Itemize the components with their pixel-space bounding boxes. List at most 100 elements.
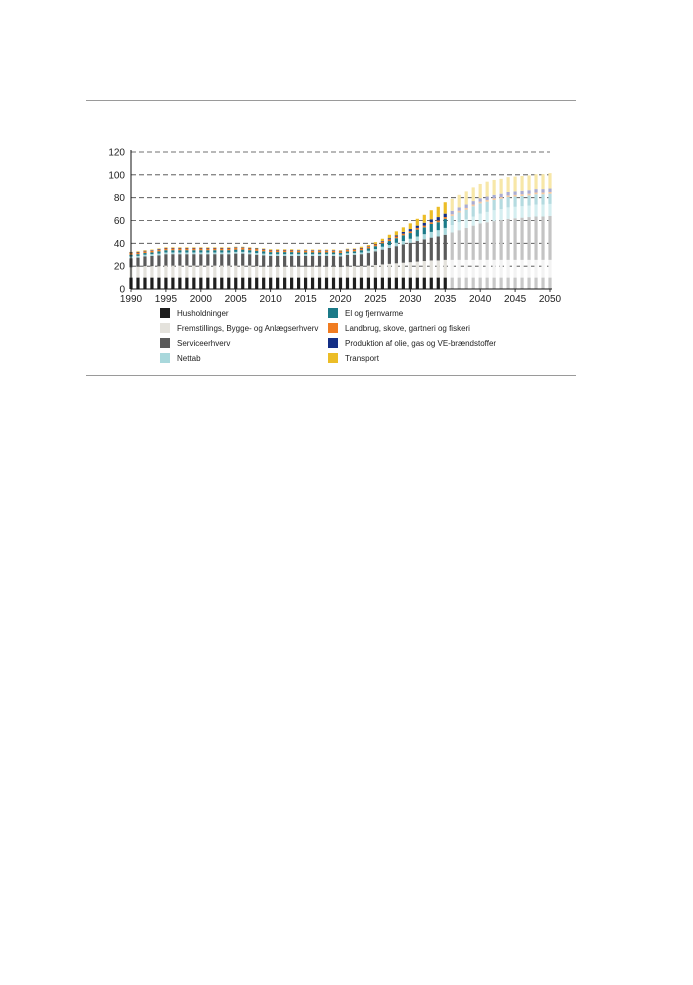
bar-segment (192, 250, 196, 253)
bar-segment (199, 247, 203, 248)
bar-segment (387, 238, 391, 240)
bar-segment (157, 251, 161, 254)
bar-segment (527, 205, 531, 218)
x-tick-label: 1995 (155, 294, 178, 305)
bar-segment (436, 222, 440, 231)
bar-segment (401, 241, 405, 245)
bar-segment (513, 191, 517, 195)
bar-segment (178, 277, 182, 289)
bar-segment (185, 248, 189, 251)
bar-segment (136, 277, 140, 289)
bar-segment (269, 249, 273, 250)
bar-segment (276, 266, 280, 278)
bar-segment (150, 277, 154, 289)
bar-segment (443, 227, 447, 235)
bar-segment (338, 250, 343, 252)
bar-segment (513, 277, 517, 289)
bar-segment (178, 248, 182, 251)
bar-segment (471, 277, 475, 289)
bar-segment (331, 250, 336, 251)
bar-segment (199, 277, 203, 289)
bar-segment (548, 191, 552, 194)
bar-segment (506, 177, 510, 192)
bar-segment (310, 254, 315, 256)
bar-segment (464, 191, 468, 205)
bar-segment (541, 194, 545, 205)
bar-segment (262, 249, 266, 250)
bar-segment (331, 254, 336, 256)
bar-segment (464, 259, 468, 278)
legend-swatch (328, 308, 338, 318)
bar-segment (303, 277, 308, 289)
bar-segment (471, 201, 475, 205)
bar-segment (220, 265, 224, 278)
bar-segment (136, 254, 140, 256)
bar-segment (150, 252, 154, 255)
bar-segment (471, 216, 475, 226)
bar-segment (387, 263, 391, 278)
bar-segment (548, 173, 552, 189)
bar-segment (520, 206, 524, 218)
axes (130, 150, 552, 292)
bar-segment (192, 248, 196, 251)
bar-segment (436, 217, 440, 221)
bar-segment (227, 277, 231, 289)
bar-segment (234, 247, 238, 248)
bar-segment (192, 265, 196, 278)
bar-segment (234, 246, 238, 248)
bar-segment (520, 259, 524, 278)
bar-segment (234, 251, 238, 254)
bar-segment (373, 265, 378, 278)
bar-segment (310, 250, 315, 253)
bar-segment (520, 175, 524, 191)
bar-segment (520, 190, 524, 195)
legend-label: Fremstillings, Bygge- og Anlægserhverv (177, 323, 319, 333)
bar-segment (317, 254, 322, 256)
bar-segment (164, 247, 168, 249)
bar-segment (178, 247, 182, 249)
bar-segment (297, 250, 301, 253)
bar-segment (262, 249, 266, 252)
bar-segment (436, 220, 440, 223)
bar-segment (408, 242, 412, 263)
bar-segment (394, 246, 398, 264)
bar-segment (457, 194, 461, 208)
bar-segment (283, 255, 287, 267)
bar-segment (227, 265, 231, 278)
bar-segment (422, 239, 426, 262)
bar-segment (234, 265, 238, 278)
bar-segment (478, 198, 482, 202)
bar-segment (206, 252, 210, 255)
bar-segment (255, 253, 259, 255)
bar-segment (143, 253, 147, 255)
bar-segment (331, 250, 336, 253)
bar-segment (150, 250, 154, 251)
legend-item: Serviceerhverv (160, 337, 230, 349)
bar-segment (241, 277, 245, 289)
bar-segment (310, 266, 315, 278)
bar-segment (394, 236, 398, 239)
bar-segment (352, 253, 357, 255)
bar-segment (373, 246, 378, 250)
bar-segment (206, 265, 210, 278)
bar-segment (387, 247, 391, 264)
legend-item: Transport (328, 352, 379, 364)
bar-segment (436, 206, 440, 218)
bar-segment (429, 222, 433, 224)
bar-segment (366, 245, 371, 247)
bar-segment (520, 195, 524, 207)
bar-segment (213, 248, 217, 251)
bar-segment (262, 255, 266, 267)
bar-segment (227, 254, 231, 266)
bar-segment (206, 247, 210, 248)
bar-segment (485, 201, 489, 212)
bar-segment (255, 277, 259, 289)
bar-segment (213, 254, 217, 266)
bar-segment (143, 250, 147, 252)
bar-segment (269, 250, 273, 253)
bar-segment (164, 247, 168, 248)
bar-segment (213, 247, 217, 248)
bar-segment (192, 247, 196, 249)
bar-segment (192, 277, 196, 289)
bar-segment (408, 223, 412, 230)
